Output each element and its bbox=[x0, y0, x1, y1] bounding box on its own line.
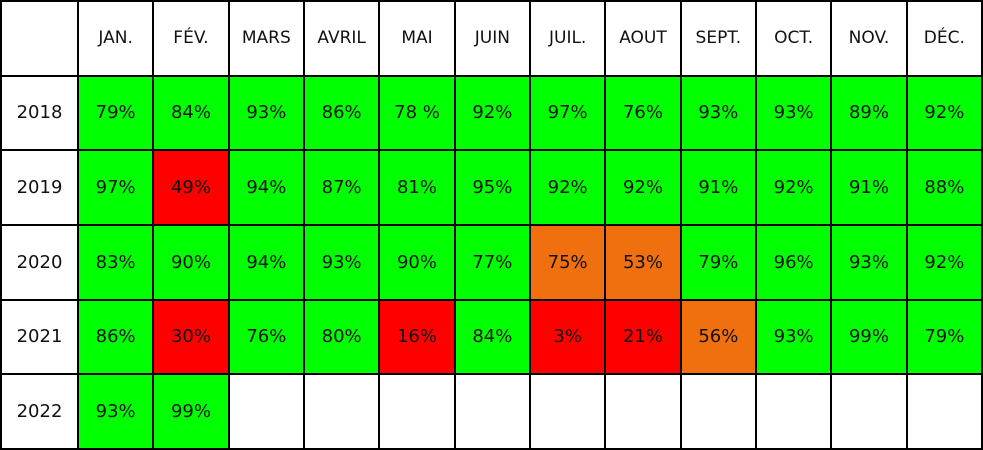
month-header: NOV. bbox=[832, 2, 908, 77]
rate-cell: 92% bbox=[455, 76, 531, 152]
rate-cell: 94% bbox=[229, 225, 305, 301]
rate-cell: 3% bbox=[531, 300, 607, 376]
rate-cell: 79% bbox=[907, 300, 983, 376]
rate-cell: 93% bbox=[229, 76, 305, 152]
rate-cell: 92% bbox=[757, 151, 833, 226]
year-cell: 2018 bbox=[2, 76, 79, 152]
rate-cell: 93% bbox=[79, 375, 155, 450]
year-cell: 2020 bbox=[2, 225, 79, 301]
rate-cell: 88% bbox=[907, 151, 983, 226]
empty-cell bbox=[832, 375, 908, 450]
rate-cell: 92% bbox=[907, 76, 983, 152]
rate-cell: 78 % bbox=[380, 76, 456, 152]
empty-cell bbox=[380, 375, 456, 450]
rate-cell: 79% bbox=[79, 76, 155, 152]
rate-cell: 83% bbox=[79, 225, 155, 301]
month-header: JAN. bbox=[79, 2, 155, 77]
empty-cell bbox=[606, 375, 682, 450]
rate-cell: 76% bbox=[229, 300, 305, 376]
rate-cell: 93% bbox=[305, 225, 381, 301]
rate-cell: 92% bbox=[531, 151, 607, 226]
empty-cell bbox=[907, 375, 983, 450]
rate-cell: 77% bbox=[455, 225, 531, 301]
rate-cell: 89% bbox=[832, 76, 908, 152]
rate-cell: 84% bbox=[154, 76, 230, 152]
rate-cell: 90% bbox=[380, 225, 456, 301]
rate-cell: 56% bbox=[681, 300, 757, 376]
rate-cell: 86% bbox=[305, 76, 381, 152]
rate-cell: 79% bbox=[681, 225, 757, 301]
empty-cell bbox=[531, 375, 607, 450]
rate-cell: 21% bbox=[606, 300, 682, 376]
rate-cell: 99% bbox=[832, 300, 908, 376]
empty-cell bbox=[681, 375, 757, 450]
rate-cell: 75% bbox=[531, 225, 607, 301]
rate-cell: 96% bbox=[757, 225, 833, 301]
month-header: JUIN bbox=[455, 2, 531, 77]
month-header: MAI bbox=[380, 2, 456, 77]
rate-cell: 87% bbox=[305, 151, 381, 226]
rate-cell: 80% bbox=[305, 300, 381, 376]
month-header: AVRIL bbox=[305, 2, 381, 77]
rate-cell: 81% bbox=[380, 151, 456, 226]
rate-cell: 84% bbox=[455, 300, 531, 376]
rate-cell: 76% bbox=[606, 76, 682, 152]
corner-cell bbox=[2, 2, 79, 77]
rate-cell: 53% bbox=[606, 225, 682, 301]
rate-cell: 93% bbox=[832, 225, 908, 301]
rate-cell: 97% bbox=[79, 151, 155, 226]
year-cell: 2021 bbox=[2, 300, 79, 376]
month-header: OCT. bbox=[757, 2, 833, 77]
empty-cell bbox=[305, 375, 381, 450]
empty-cell bbox=[229, 375, 305, 450]
empty-cell bbox=[757, 375, 833, 450]
rate-cell: 90% bbox=[154, 225, 230, 301]
rate-cell: 92% bbox=[606, 151, 682, 226]
month-header: AOUT bbox=[606, 2, 682, 77]
month-header: JUIL. bbox=[531, 2, 607, 77]
month-header: MARS bbox=[229, 2, 305, 77]
rate-cell: 49% bbox=[154, 151, 230, 226]
empty-cell bbox=[455, 375, 531, 450]
rate-cell: 91% bbox=[681, 151, 757, 226]
rate-cell: 94% bbox=[229, 151, 305, 226]
rate-cell: 93% bbox=[681, 76, 757, 152]
rate-cell: 86% bbox=[79, 300, 155, 376]
rate-cell: 99% bbox=[154, 375, 230, 450]
month-header: FÉV. bbox=[154, 2, 230, 77]
rate-cell: 30% bbox=[154, 300, 230, 376]
month-header: SEPT. bbox=[681, 2, 757, 77]
rate-cell: 16% bbox=[380, 300, 456, 376]
rate-cell: 91% bbox=[832, 151, 908, 226]
rate-cell: 92% bbox=[907, 225, 983, 301]
year-cell: 2019 bbox=[2, 151, 79, 226]
rate-cell: 97% bbox=[531, 76, 607, 152]
rate-cell: 93% bbox=[757, 76, 833, 152]
rate-cell: 93% bbox=[757, 300, 833, 376]
rate-cell: 95% bbox=[455, 151, 531, 226]
year-cell: 2022 bbox=[2, 375, 79, 450]
month-header: DÉC. bbox=[907, 2, 983, 77]
